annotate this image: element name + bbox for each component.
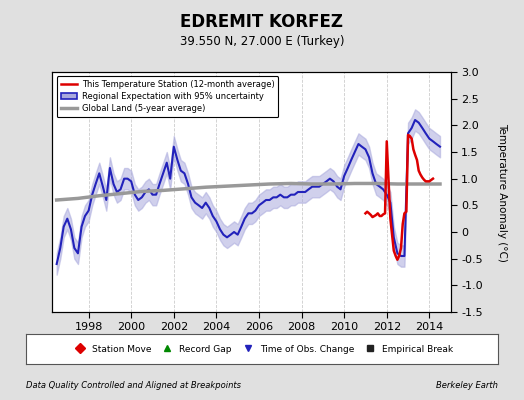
Text: EDREMIT KORFEZ: EDREMIT KORFEZ: [180, 13, 344, 31]
Y-axis label: Temperature Anomaly (°C): Temperature Anomaly (°C): [497, 122, 507, 262]
Legend: Station Move, Record Gap, Time of Obs. Change, Empirical Break: Station Move, Record Gap, Time of Obs. C…: [67, 341, 457, 357]
Text: 39.550 N, 27.000 E (Turkey): 39.550 N, 27.000 E (Turkey): [180, 36, 344, 48]
Text: Data Quality Controlled and Aligned at Breakpoints: Data Quality Controlled and Aligned at B…: [26, 381, 241, 390]
Text: Berkeley Earth: Berkeley Earth: [436, 381, 498, 390]
Legend: This Temperature Station (12-month average), Regional Expectation with 95% uncer: This Temperature Station (12-month avera…: [57, 76, 278, 117]
